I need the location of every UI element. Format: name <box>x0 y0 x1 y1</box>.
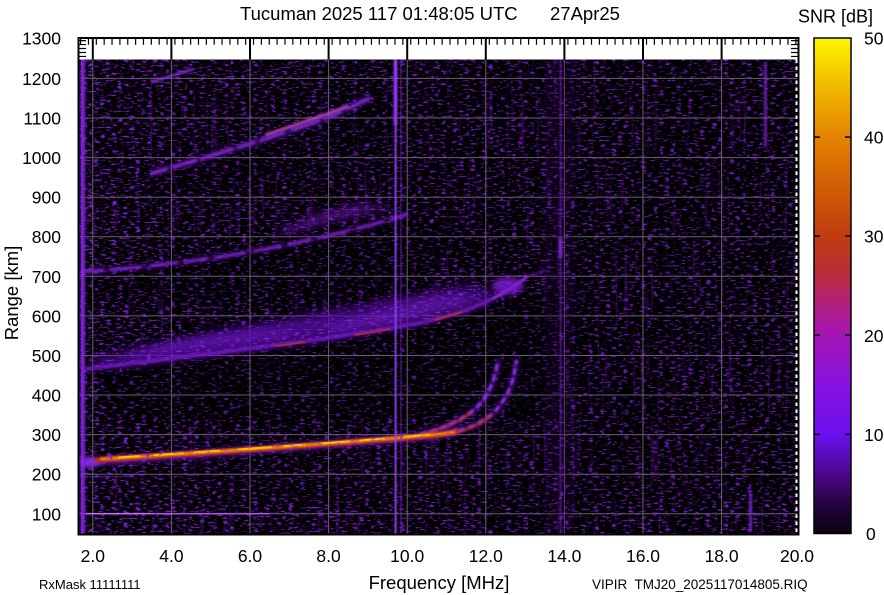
svg-text:100: 100 <box>32 504 61 524</box>
svg-text:Tucuman 2025 117 01:48:05 UTC: Tucuman 2025 117 01:48:05 UTC <box>240 3 518 24</box>
svg-text:4.0: 4.0 <box>159 546 184 566</box>
svg-text:20.0: 20.0 <box>780 546 814 566</box>
svg-text:500: 500 <box>32 346 61 366</box>
svg-text:1200: 1200 <box>22 69 61 89</box>
svg-text:VIPIR TMJ20_2025117014805.RIQ: VIPIR TMJ20_2025117014805.RIQ <box>592 577 808 592</box>
svg-text:18.0: 18.0 <box>705 546 739 566</box>
svg-text:900: 900 <box>32 188 61 208</box>
svg-text:27Apr25: 27Apr25 <box>550 3 620 24</box>
svg-text:800: 800 <box>32 227 61 247</box>
svg-text:Range [km]: Range [km] <box>1 246 22 341</box>
svg-text:30: 30 <box>864 227 884 247</box>
svg-text:0: 0 <box>866 524 876 544</box>
svg-text:200: 200 <box>32 465 61 485</box>
svg-text:1100: 1100 <box>23 109 61 129</box>
svg-text:6.0: 6.0 <box>238 546 263 566</box>
svg-text:300: 300 <box>32 425 61 445</box>
svg-text:14.0: 14.0 <box>547 546 581 566</box>
svg-text:16.0: 16.0 <box>626 546 660 566</box>
svg-text:Frequency [MHz]: Frequency [MHz] <box>369 572 510 593</box>
svg-text:10: 10 <box>864 425 884 445</box>
svg-text:12.0: 12.0 <box>469 546 503 566</box>
svg-text:8.0: 8.0 <box>316 546 341 566</box>
svg-text:RxMask 11111111: RxMask 11111111 <box>39 577 141 592</box>
svg-text:400: 400 <box>32 386 61 406</box>
svg-text:20: 20 <box>864 326 884 346</box>
svg-text:SNR [dB]: SNR [dB] <box>798 7 873 27</box>
svg-text:1300: 1300 <box>22 29 61 49</box>
svg-text:10.0: 10.0 <box>390 546 424 566</box>
svg-text:700: 700 <box>32 267 61 287</box>
svg-text:600: 600 <box>32 306 61 326</box>
svg-text:40: 40 <box>864 128 884 148</box>
svg-text:2.0: 2.0 <box>81 546 106 566</box>
svg-text:1000: 1000 <box>22 148 61 168</box>
svg-text:50: 50 <box>864 29 884 49</box>
